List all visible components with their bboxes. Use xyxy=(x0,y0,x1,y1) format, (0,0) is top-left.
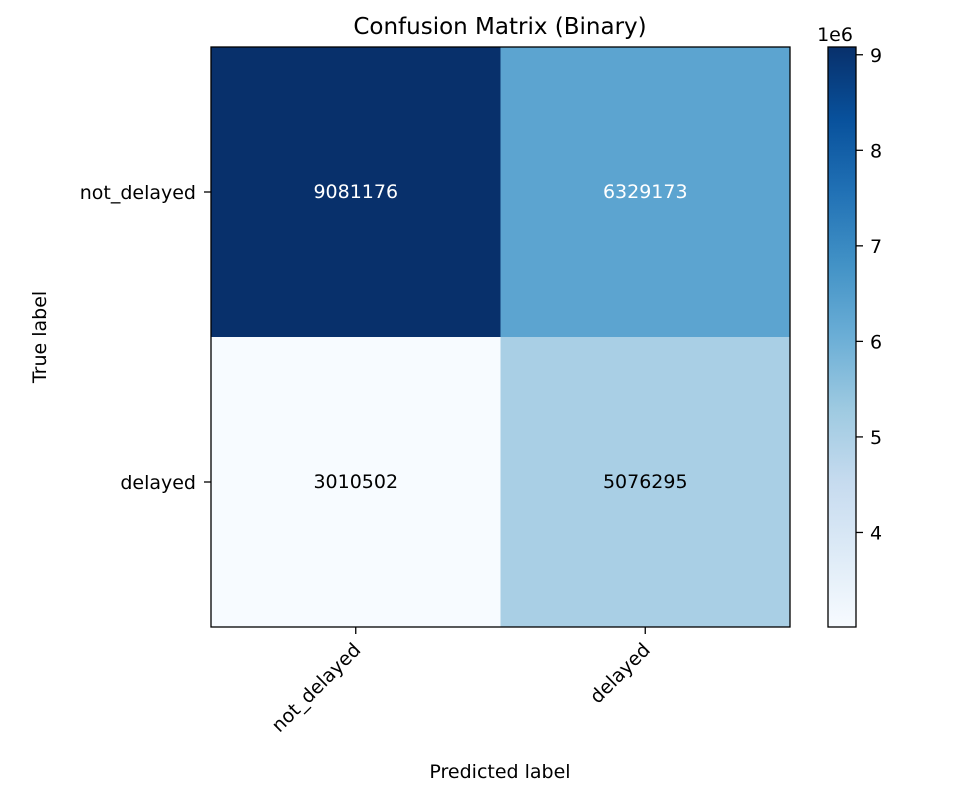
cell-value-labels: 9081176 6329173 3010502 5076295 xyxy=(313,181,687,493)
x-tick-label: not_delayed xyxy=(267,639,365,737)
colorbar-tick-label: 5 xyxy=(870,427,882,449)
cell-value-label: 5076295 xyxy=(603,471,688,493)
cell-value-label: 9081176 xyxy=(313,181,398,203)
heatmap-cell xyxy=(211,47,501,337)
heatmap-cell xyxy=(211,337,501,627)
y-axis-label: True label xyxy=(29,291,51,384)
cell-value-label: 3010502 xyxy=(313,471,398,493)
colorbar-tick-label: 7 xyxy=(870,236,882,258)
y-tick-label: delayed xyxy=(120,472,196,494)
heatmap-cell xyxy=(500,47,790,337)
colorbar xyxy=(827,46,857,628)
x-axis-label: Predicted label xyxy=(429,761,570,783)
colorbar-tick-label: 4 xyxy=(870,522,882,544)
heatmap-cell xyxy=(500,337,790,627)
plot-frame xyxy=(210,46,791,628)
colorbar-ticks: 4 5 6 7 8 9 xyxy=(856,45,882,544)
chart-title: Confusion Matrix (Binary) xyxy=(353,14,646,40)
y-tick-label: not_delayed xyxy=(80,182,196,204)
colorbar-tick-label: 6 xyxy=(870,331,882,353)
heatmap-cells xyxy=(211,47,790,627)
cell-value-label: 6329173 xyxy=(603,181,688,203)
x-axis-ticks: not_delayed delayed xyxy=(267,627,655,737)
x-tick-label: delayed xyxy=(586,639,655,708)
colorbar-tick-label: 9 xyxy=(870,45,882,67)
colorbar-tick-label: 8 xyxy=(870,140,882,162)
colorbar-multiplier-label: 1e6 xyxy=(817,24,853,46)
